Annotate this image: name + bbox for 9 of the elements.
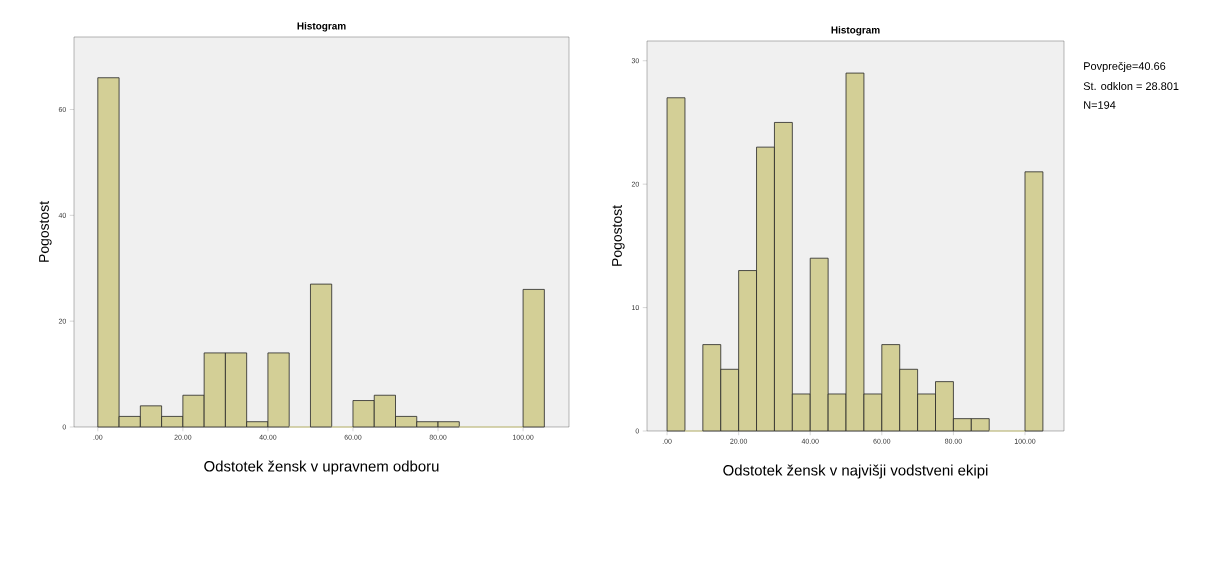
text: N=194 xyxy=(1084,101,1116,109)
chart-title: Histogram xyxy=(297,22,346,32)
text: St. odklon = 28.801 xyxy=(1083,81,1179,91)
chart-title: Histogram xyxy=(831,26,880,36)
x-axis-title: Odstotek žensk v upravnem odboru xyxy=(204,460,439,475)
text: Povprečje=40.66 xyxy=(1084,61,1166,73)
x-axis-title: Odstotek žensk v najvišji vodstveni ekipi xyxy=(723,464,988,479)
y-axis-title: Pogostost xyxy=(39,201,52,262)
y-axis-title: Pogostost xyxy=(612,205,625,266)
